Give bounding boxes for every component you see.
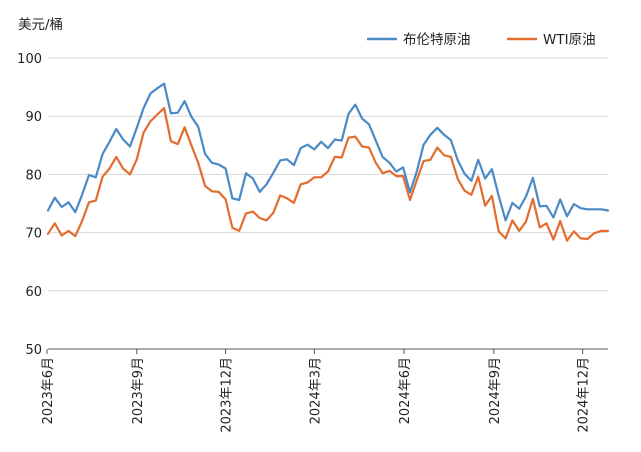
legend: 布伦特原油 WTI原油 [367,32,596,48]
x-tick-label: 2024年6月 [398,357,413,424]
y-unit-label: 美元/桶 [18,17,63,33]
y-tick-label: 100 [17,52,42,67]
y-tick-label: 90 [25,110,42,125]
series-lines [46,82,610,242]
series-line-brent [46,82,610,222]
y-tick-label: 80 [25,168,42,183]
gridlines [48,57,608,292]
x-tick-label: 2023年12月 [220,357,235,433]
x-axis: 2023年6月 2023年9月 2023年12月 2024年3月 2024年6月 2024… [41,348,608,433]
legend-label-wti: WTI原油 [543,32,596,48]
legend-label-brent: 布伦特原油 [403,32,471,48]
x-tick-label: 2023年9月 [131,357,146,424]
y-tick-label: 70 [25,227,42,242]
y-tick-label: 50 [25,343,42,358]
series-line-wti [46,106,610,242]
x-tick-label: 2023年6月 [41,357,56,424]
y-tick-label: 60 [25,285,42,300]
x-tick-label: 2024年3月 [308,357,323,424]
x-tick-label: 2024年9月 [488,357,503,424]
y-axis: 50 60 70 80 90 100 [17,52,42,358]
x-tick-label: 2024年12月 [577,357,592,433]
